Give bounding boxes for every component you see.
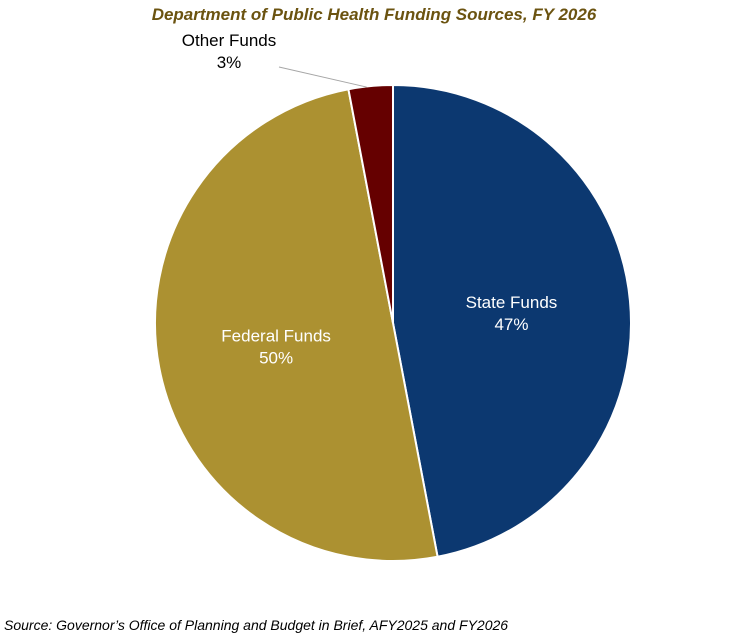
slice-value-label: 3% bbox=[217, 53, 242, 72]
pie-labels: State Funds 47% Federal Funds 50% Other Fund… bbox=[182, 31, 558, 367]
pie-slice-federal-funds bbox=[154, 88, 439, 562]
slice-value-label: 50% bbox=[259, 348, 293, 367]
slice-category-label: Federal Funds bbox=[221, 326, 331, 345]
slice-category-label: State Funds bbox=[466, 293, 558, 312]
pie-slice-other-funds bbox=[347, 83, 394, 324]
pie-slices bbox=[154, 83, 632, 562]
source-note: Source: Governor’s Office of Planning an… bbox=[4, 617, 509, 633]
chart-title: Department of Public Health Funding Sour… bbox=[151, 5, 597, 24]
leader-line bbox=[278, 66, 367, 88]
slice-category-label: Other Funds bbox=[182, 31, 277, 50]
slice-value-label: 47% bbox=[494, 315, 528, 334]
pie-slice-state-funds bbox=[392, 83, 632, 558]
